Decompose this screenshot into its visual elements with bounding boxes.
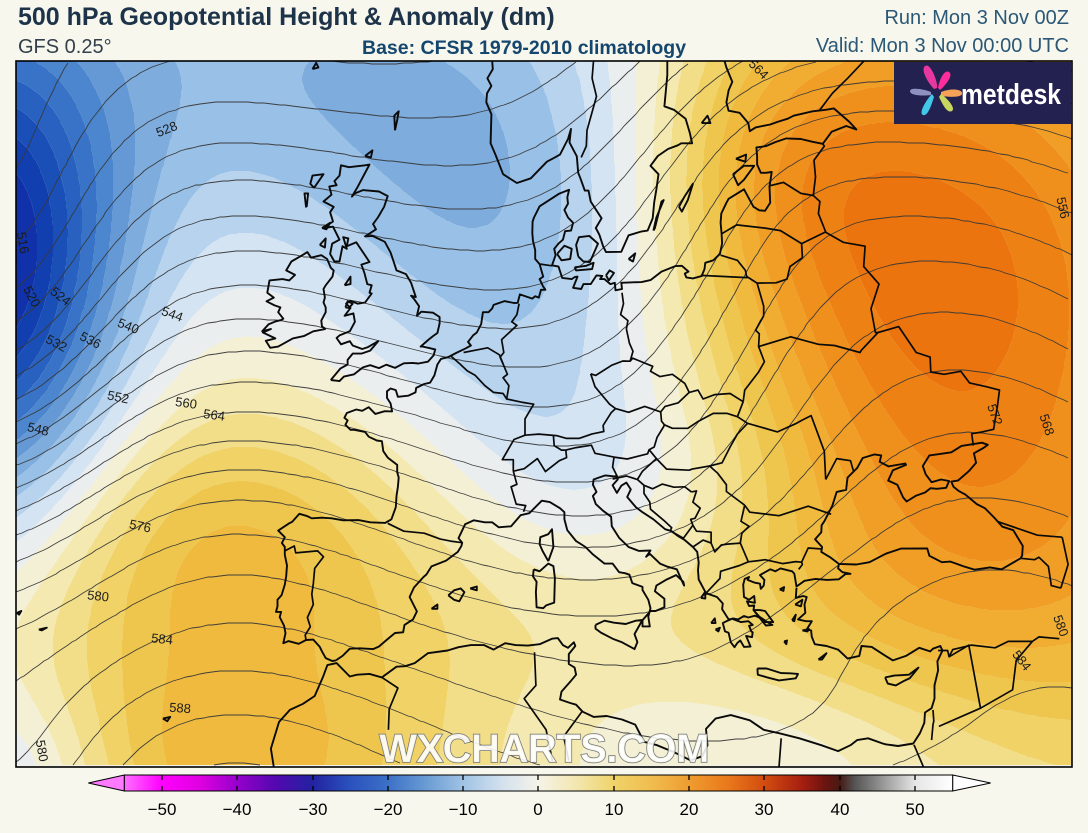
svg-text:−20: −20	[374, 800, 403, 819]
svg-text:−10: −10	[449, 800, 478, 819]
svg-text:580: 580	[87, 587, 110, 604]
svg-text:−50: −50	[148, 800, 177, 819]
svg-text:584: 584	[151, 630, 174, 647]
svg-text:−40: −40	[223, 800, 252, 819]
svg-text:548: 548	[26, 419, 51, 439]
svg-text:10: 10	[605, 800, 624, 819]
svg-text:568: 568	[1037, 412, 1058, 437]
svg-text:30: 30	[755, 800, 774, 819]
svg-text:−30: −30	[299, 800, 328, 819]
svg-text:40: 40	[831, 800, 850, 819]
svg-text:50: 50	[906, 800, 925, 819]
svg-text:576: 576	[128, 516, 152, 535]
svg-text:20: 20	[680, 800, 699, 819]
svg-text:WXCHARTS.COM: WXCHARTS.COM	[379, 727, 709, 771]
svg-text:580: 580	[1050, 613, 1072, 639]
svg-text:580: 580	[33, 739, 52, 763]
svg-text:516: 516	[14, 231, 33, 255]
svg-text:560: 560	[174, 394, 198, 412]
svg-text:572: 572	[984, 402, 1006, 428]
svg-text:metdesk: metdesk	[961, 79, 1062, 111]
svg-text:0: 0	[533, 800, 542, 819]
svg-text:544: 544	[160, 303, 186, 325]
svg-text:552: 552	[106, 387, 130, 406]
svg-text:564: 564	[202, 406, 226, 424]
svg-text:556: 556	[1053, 196, 1072, 220]
svg-text:588: 588	[169, 700, 192, 716]
